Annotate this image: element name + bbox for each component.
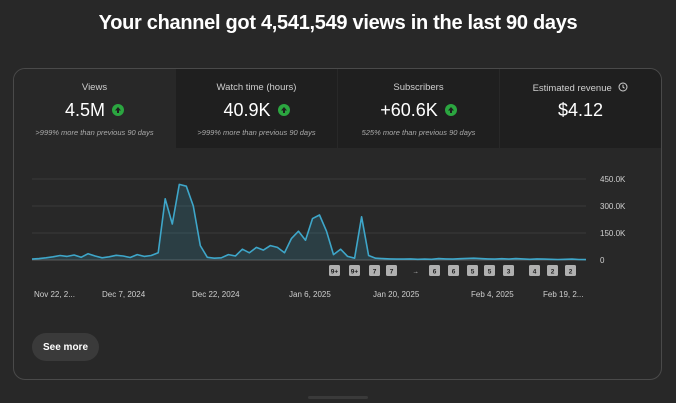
metric-label: Estimated revenue — [532, 83, 612, 94]
x-tick-label: Jan 6, 2025 — [289, 290, 331, 299]
metric-label: Watch time (hours) — [216, 82, 297, 93]
metric-label: Views — [81, 82, 108, 93]
metric-value: +60.6K — [380, 100, 438, 120]
overview-card: Views 4.5M >999% more than previous 90 d… — [13, 68, 662, 380]
metric-value-row: $4.12 — [500, 99, 661, 121]
metric-comparison: >999% more than previous 90 days — [197, 128, 316, 137]
video-marker-label: 9+ — [331, 269, 339, 276]
x-tick-label: Dec 22, 2024 — [192, 290, 240, 299]
video-marker-label: 4 — [533, 269, 537, 276]
video-marker-label: 7 — [390, 269, 394, 276]
video-marker — [448, 265, 459, 276]
video-marker — [547, 265, 558, 276]
tab-estimated-revenue[interactable]: Estimated revenue $4.12 — [500, 69, 661, 148]
video-marker-label: 6 — [433, 269, 437, 276]
metric-tabs: Views 4.5M >999% more than previous 90 d… — [14, 69, 661, 148]
series-area — [32, 184, 586, 260]
video-marker — [329, 265, 340, 276]
x-tick-label: Dec 7, 2024 — [102, 290, 146, 299]
metric-value-row: +60.6K — [338, 99, 499, 121]
metric-comparison — [500, 128, 661, 138]
x-tick-label: Nov 22, 2... — [34, 290, 75, 299]
tab-watch-time[interactable]: Watch time (hours) 40.9K >999% more than… — [176, 69, 338, 148]
views-chart: 0 150.0K 300.0K 450.0K 9+ 9+ 7 7 → 6 6 5 5 3 4 2 2 Nov 22… — [14, 148, 662, 308]
tab-subscribers[interactable]: Subscribers +60.6K 525% more than previo… — [338, 69, 500, 148]
metric-label: Subscribers — [393, 82, 444, 93]
metric-value: 4.5M — [64, 100, 106, 120]
video-marker-label: 2 — [569, 269, 573, 276]
x-tick-label: Feb 19, 2... — [543, 290, 583, 299]
arrow-up-icon — [112, 104, 125, 116]
tab-views[interactable]: Views 4.5M >999% more than previous 90 d… — [14, 69, 176, 148]
video-marker — [503, 265, 514, 276]
page-title: Your channel got 4,541,549 views in the … — [98, 12, 578, 34]
y-tick-label: 150.0K — [600, 229, 626, 238]
y-tick-label: 300.0K — [600, 202, 626, 211]
metric-value: $4.12 — [557, 100, 604, 120]
info-icon[interactable] — [618, 82, 628, 92]
video-marker — [467, 265, 478, 276]
metric-value: 40.9K — [223, 100, 271, 120]
views-chart-svg[interactable]: 0 150.0K 300.0K 450.0K 9+ 9+ 7 7 → 6 6 5 5 3 4 2 2 Nov 22… — [14, 148, 662, 308]
video-marker — [429, 265, 440, 276]
video-marker — [529, 265, 540, 276]
arrow-up-icon — [444, 104, 457, 116]
video-marker — [565, 265, 576, 276]
video-marker-label: 5 — [471, 269, 475, 276]
see-more-button[interactable]: See more — [32, 333, 99, 361]
video-marker-label: 2 — [551, 269, 555, 276]
video-marker-label: 5 — [488, 269, 492, 276]
metric-value-row: 4.5M — [14, 99, 175, 121]
scroll-indicator — [308, 396, 368, 399]
x-tick-label: Jan 20, 2025 — [373, 290, 420, 299]
metric-comparison: >999% more than previous 90 days — [35, 128, 154, 137]
video-marker-label: → — [412, 269, 419, 276]
video-marker — [484, 265, 495, 276]
video-marker — [349, 265, 360, 276]
metric-comparison: 525% more than previous 90 days — [361, 128, 476, 137]
y-tick-label: 0 — [600, 256, 605, 265]
video-marker — [369, 265, 380, 276]
video-marker-label: 9+ — [351, 269, 359, 276]
x-tick-label: Feb 4, 2025 — [471, 290, 514, 299]
series-line — [31, 183, 587, 261]
metric-label-row: Estimated revenue — [500, 82, 661, 94]
video-marker-label: 3 — [507, 269, 511, 276]
video-marker-label: 7 — [373, 269, 377, 276]
video-marker-label: 6 — [452, 269, 456, 276]
video-marker — [386, 265, 397, 276]
arrow-up-icon — [277, 104, 290, 116]
metric-value-row: 40.9K — [176, 99, 337, 121]
y-tick-label: 450.0K — [600, 175, 626, 184]
video-marker — [410, 265, 421, 276]
